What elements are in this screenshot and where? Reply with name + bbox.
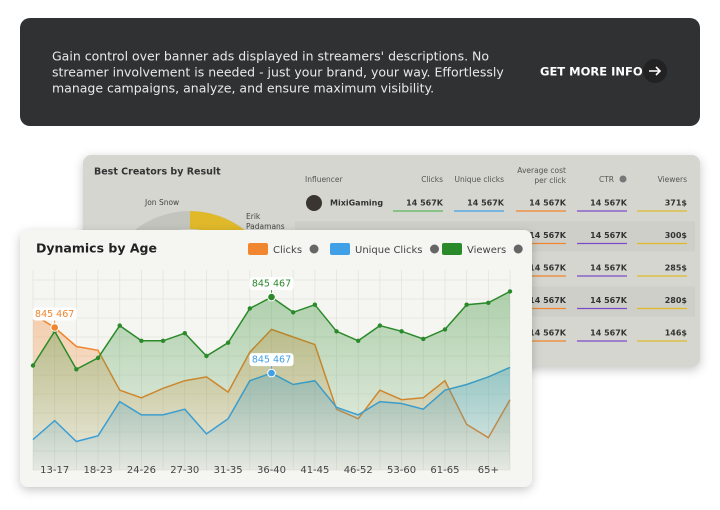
x-tick-label: 53-60: [387, 465, 416, 476]
x-tick-label: 61-65: [430, 465, 459, 476]
cell: 14 567K: [467, 199, 505, 208]
point: [117, 323, 122, 328]
info-icon: [619, 175, 627, 183]
x-tick-label: 13-17: [40, 465, 69, 476]
annotation-box: [249, 277, 294, 291]
pie-label: Erik: [246, 212, 261, 221]
cell: 14 567K: [590, 296, 628, 305]
pie-label: Jon Snow: [144, 198, 179, 207]
point: [399, 329, 404, 334]
point: [377, 323, 383, 328]
pie-label: Padamans: [246, 222, 285, 231]
point: [356, 338, 361, 343]
x-tick-label: 41-45: [300, 465, 329, 476]
banner-text: manage campaigns, analyze, and ensure ma…: [52, 81, 434, 96]
cell: 14 567K: [529, 199, 567, 208]
avatar: [306, 195, 322, 211]
cell: 280$: [665, 296, 688, 305]
highlight-point: [267, 368, 276, 378]
arrow-icon: [649, 66, 662, 76]
banner-text: streamer involvement is needed - just yo…: [52, 65, 504, 80]
point: [225, 340, 231, 345]
column-header: CTR: [599, 175, 614, 184]
legend-swatch: [330, 243, 350, 255]
legend-label: Clicks: [273, 245, 302, 256]
x-tick-label: 36-40: [257, 465, 286, 476]
annotation: 845 467: [252, 355, 291, 366]
cell: 285$: [665, 264, 688, 273]
x-tick-label: 31-35: [214, 465, 243, 476]
x-tick-label: 18-23: [84, 465, 113, 476]
point: [160, 338, 166, 343]
column-header: Average cost: [517, 166, 566, 175]
annotation: 845 467: [35, 309, 74, 320]
point: [507, 289, 513, 294]
legend-swatch: [248, 243, 268, 255]
cell: 14 567K: [529, 296, 567, 305]
cell: MixiGaming: [330, 199, 383, 208]
point: [421, 336, 426, 342]
x-tick-label: 24-26: [127, 465, 156, 476]
column-header: Influencer: [305, 175, 344, 184]
chart-title: Dynamics by Age: [36, 241, 157, 256]
cell: 14 567K: [529, 264, 567, 273]
info-icon: [309, 244, 319, 254]
banner: [20, 18, 700, 126]
annotation-box: [249, 353, 294, 367]
point: [95, 355, 101, 361]
point: [312, 302, 318, 307]
legend-label: Unique Clicks: [355, 245, 423, 256]
point: [247, 306, 253, 311]
cell: 14 567K: [590, 231, 628, 240]
cell: 14 567K: [529, 329, 567, 338]
cell: 14 567K: [590, 264, 628, 273]
cell: 371$: [665, 199, 688, 208]
legend-swatch: [442, 243, 462, 255]
point: [74, 367, 79, 372]
x-tick-label: 27-30: [170, 465, 199, 476]
x-tick-label: 46-52: [344, 465, 373, 476]
info-icon: [430, 244, 439, 254]
cell: 14 567K: [529, 231, 567, 240]
cell: 14 567K: [590, 199, 628, 208]
annotation: 845 467: [252, 279, 291, 290]
series-area: [33, 291, 510, 470]
chart-card: Dynamics by Age 13-17 18-23 24-26 27-30 31-3…: [20, 230, 532, 487]
card-title: Best Creators by Result: [94, 167, 221, 178]
x-tick-label: 65+: [478, 465, 499, 476]
point: [204, 353, 209, 359]
cell: 146$: [665, 329, 688, 338]
point: [30, 363, 36, 368]
cell: 14 567K: [406, 199, 444, 208]
banner-text: Gain control over banner ads displayed i…: [52, 49, 489, 64]
info-button[interactable]: GET MORE INFO: [540, 65, 643, 79]
point: [139, 338, 144, 343]
column-header: per click: [534, 176, 566, 185]
highlight-point: [267, 292, 276, 302]
highlight-point: [50, 323, 59, 332]
info-icon: [513, 244, 523, 254]
point: [486, 300, 491, 305]
point: [334, 329, 339, 334]
legend-label: Viewers: [467, 245, 506, 256]
annotation-box: [32, 307, 77, 321]
column-header: Viewers: [658, 175, 687, 184]
cell: 14 567K: [590, 329, 628, 338]
point: [290, 310, 296, 315]
cell: 300$: [665, 231, 688, 240]
point: [442, 327, 448, 332]
column-header: Unique clicks: [454, 175, 504, 184]
point: [182, 331, 187, 336]
point: [464, 302, 469, 307]
column-header: Clicks: [421, 175, 443, 184]
